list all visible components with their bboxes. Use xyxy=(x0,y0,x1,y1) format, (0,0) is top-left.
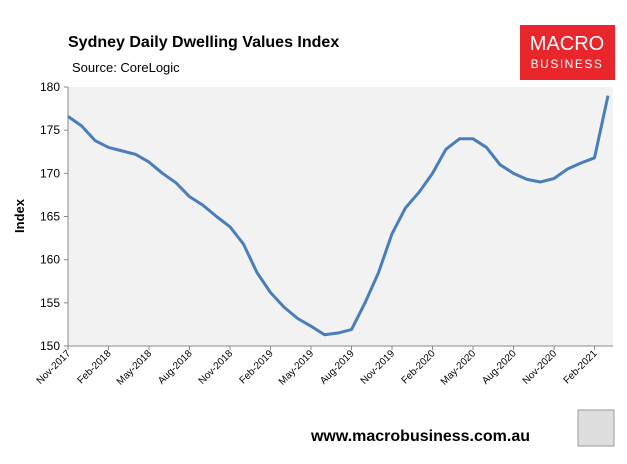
chart-title: Sydney Daily Dwelling Values Index xyxy=(68,34,339,51)
y-tick-label: 165 xyxy=(40,210,60,224)
y-tick-label: 170 xyxy=(40,166,60,180)
x-tick-label: Nov-2018 xyxy=(197,348,236,387)
y-tick-label: 175 xyxy=(40,123,60,137)
x-tick-label: Feb-2019 xyxy=(238,348,276,386)
x-tick-label: Nov-2019 xyxy=(359,348,398,387)
footer-url: www.macrobusiness.com.au xyxy=(310,428,530,445)
brand-text: MACRO xyxy=(530,33,604,55)
chart-subtitle: Source: CoreLogic xyxy=(72,60,180,75)
y-axis-label: Index xyxy=(12,198,27,233)
y-tick-label: 160 xyxy=(40,253,60,267)
x-tick-label: Feb-2021 xyxy=(562,348,600,386)
x-tick-label: Aug-2019 xyxy=(318,348,357,387)
x-tick-label: May-2020 xyxy=(439,348,479,388)
x-tick-label: May-2019 xyxy=(277,348,317,388)
y-tick-label: 150 xyxy=(40,339,60,353)
x-tick-label: Aug-2020 xyxy=(480,348,519,387)
y-tick-label: 180 xyxy=(40,80,60,94)
x-tick-label: Nov-2020 xyxy=(521,348,560,387)
plot-area xyxy=(68,87,613,346)
logo-icon xyxy=(577,409,615,447)
brand-logo xyxy=(520,25,615,80)
brand-text: BUSINESS xyxy=(531,57,604,71)
x-tick-label: Nov-2017 xyxy=(35,348,74,387)
data-line xyxy=(67,95,610,337)
x-tick-label: Aug-2018 xyxy=(156,348,195,387)
y-tick-label: 155 xyxy=(40,296,60,310)
x-tick-label: May-2018 xyxy=(115,348,155,388)
x-tick-label: Feb-2020 xyxy=(400,348,438,386)
x-tick-label: Feb-2018 xyxy=(76,348,114,386)
